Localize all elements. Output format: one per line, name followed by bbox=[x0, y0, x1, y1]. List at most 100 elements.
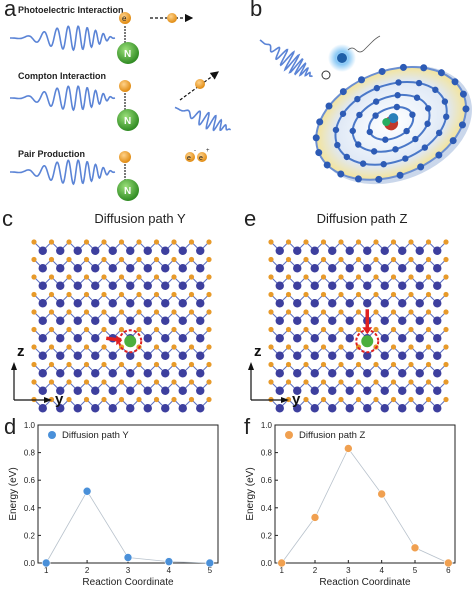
lattice-atom-orange bbox=[303, 379, 309, 385]
lattice-atom-orange bbox=[303, 291, 309, 298]
lattice-atom-orange bbox=[153, 379, 160, 385]
lattice-atom-orange bbox=[303, 344, 309, 350]
lattice-atom-orange bbox=[31, 326, 37, 333]
lattice-atom-blue bbox=[161, 246, 170, 255]
lattice-atom-orange bbox=[355, 361, 362, 368]
lattice-atom-orange bbox=[320, 309, 327, 315]
lattice-atom-blue bbox=[38, 386, 47, 395]
lattice-atom-orange bbox=[171, 326, 177, 333]
lattice-atom-orange bbox=[136, 256, 142, 263]
lattice-atom-orange bbox=[268, 326, 274, 333]
orbital-electron bbox=[334, 141, 341, 149]
lattice-atom-orange bbox=[83, 239, 90, 245]
lattice-atom-blue bbox=[310, 404, 319, 413]
orbital-electron bbox=[393, 103, 401, 111]
lattice-atom-orange bbox=[66, 326, 72, 333]
lattice-atom-orange bbox=[268, 256, 274, 263]
lattice-z: zy bbox=[248, 239, 449, 413]
lattice-atom-blue bbox=[328, 264, 337, 273]
lattice-atom-blue bbox=[433, 246, 442, 255]
lattice-atom-orange bbox=[66, 379, 72, 385]
lattice-atom-blue bbox=[345, 351, 354, 360]
lattice-atom-orange bbox=[66, 291, 72, 298]
x-tick-label: 2 bbox=[313, 566, 318, 575]
y-tick-label: 1.0 bbox=[24, 421, 36, 430]
lattice-atom-orange bbox=[355, 256, 362, 263]
orbital-electron bbox=[312, 134, 320, 142]
lattice-atom-blue bbox=[126, 386, 135, 395]
lattice-atom-blue bbox=[415, 404, 424, 413]
lattice-atom-orange bbox=[153, 291, 160, 298]
lattice-atom-blue bbox=[38, 264, 47, 273]
lattice-atom-orange bbox=[320, 274, 327, 280]
lattice-atom-orange bbox=[153, 326, 160, 333]
orbital-electron bbox=[412, 135, 419, 143]
lattice-atom-blue bbox=[56, 386, 65, 395]
lattice-atom-blue bbox=[415, 351, 424, 360]
lattice-atom-orange bbox=[66, 344, 72, 350]
lattice-atom-blue bbox=[56, 404, 65, 413]
lattice-atom-blue bbox=[433, 404, 442, 413]
lattice-atom-orange bbox=[48, 396, 55, 403]
nucleus-icon bbox=[117, 179, 139, 201]
lattice-atom-blue bbox=[143, 264, 152, 273]
lattice-atom-blue bbox=[161, 316, 170, 325]
x-axis-label: Reaction Coordinate bbox=[319, 577, 411, 588]
lattice-atom-blue bbox=[345, 404, 354, 413]
lattice-atom-orange bbox=[443, 361, 449, 368]
lattice-atom-blue bbox=[143, 369, 152, 378]
lattice-atom-orange bbox=[425, 379, 432, 385]
lattice-atom-orange bbox=[285, 379, 292, 385]
lattice-atom-orange bbox=[171, 379, 177, 385]
lattice-atom-orange bbox=[320, 291, 327, 298]
photon-wave bbox=[10, 25, 116, 52]
lattice-atom-orange bbox=[443, 326, 449, 333]
lattice-atom-blue bbox=[310, 369, 319, 378]
compton-title: Compton Interaction bbox=[18, 71, 106, 81]
lattice-atom-orange bbox=[425, 239, 432, 245]
y-tick-label: 0.6 bbox=[261, 476, 273, 485]
photon-wave bbox=[10, 159, 116, 186]
lattice-atom-orange bbox=[373, 396, 379, 403]
lattice-atom-blue bbox=[38, 351, 47, 360]
lattice-atom-blue bbox=[73, 334, 82, 343]
lattice-atom-orange bbox=[206, 344, 212, 350]
lattice-atom-blue bbox=[328, 404, 337, 413]
lattice-atom-orange bbox=[390, 379, 397, 385]
orbital-electron bbox=[420, 64, 428, 72]
lattice-atom-blue bbox=[178, 246, 187, 255]
lattice-atom-orange bbox=[83, 361, 90, 368]
lattice-atom-blue bbox=[73, 316, 82, 325]
lattice-atom-blue bbox=[398, 404, 407, 413]
nucleus-icon bbox=[117, 42, 139, 64]
y-tick-label: 0.2 bbox=[24, 531, 36, 540]
lattice-atom-orange bbox=[83, 309, 90, 315]
lattice-atom-blue bbox=[310, 316, 319, 325]
lattice-atom-orange bbox=[118, 309, 125, 315]
lattice-atom-blue bbox=[196, 386, 205, 395]
lattice-atom-blue bbox=[161, 386, 170, 395]
lattice-atom-blue bbox=[415, 316, 424, 325]
lattice-atom-orange bbox=[188, 326, 195, 333]
lattice-atom-blue bbox=[310, 246, 319, 255]
lattice-atom-orange bbox=[268, 291, 274, 298]
lattice-atom-blue bbox=[328, 246, 337, 255]
lattice-atom-orange bbox=[408, 256, 414, 263]
lattice-atom-orange bbox=[171, 291, 177, 298]
orbital-electron bbox=[370, 148, 378, 155]
axis-z-label: z bbox=[17, 343, 25, 360]
orbital-electron bbox=[437, 69, 445, 77]
lattice-atom-blue bbox=[293, 246, 302, 255]
diffusing-atom bbox=[124, 335, 137, 348]
lattice-atom-orange bbox=[443, 274, 449, 280]
lattice-atom-orange bbox=[188, 344, 195, 350]
lattice-atom-blue bbox=[380, 281, 389, 290]
lattice-atom-blue bbox=[73, 351, 82, 360]
lattice-atom-orange bbox=[268, 344, 274, 350]
orbital-electron bbox=[432, 86, 439, 93]
plot-frame bbox=[274, 424, 456, 564]
lattice-atom-orange bbox=[443, 396, 449, 403]
lattice-atom-orange bbox=[303, 361, 309, 368]
x-tick-label: 3 bbox=[126, 566, 131, 575]
legend-marker bbox=[48, 431, 56, 439]
